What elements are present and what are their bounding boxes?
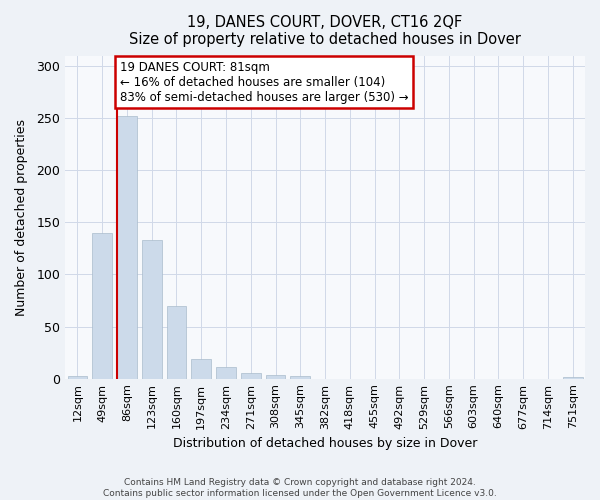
Text: Contains HM Land Registry data © Crown copyright and database right 2024.
Contai: Contains HM Land Registry data © Crown c… xyxy=(103,478,497,498)
Bar xyxy=(266,374,286,378)
Bar xyxy=(92,232,112,378)
Bar xyxy=(117,116,137,378)
Bar xyxy=(241,374,260,378)
Bar xyxy=(142,240,161,378)
Text: 19 DANES COURT: 81sqm
← 16% of detached houses are smaller (104)
83% of semi-det: 19 DANES COURT: 81sqm ← 16% of detached … xyxy=(119,60,408,104)
Bar xyxy=(167,306,187,378)
Bar xyxy=(191,359,211,378)
Bar xyxy=(563,376,583,378)
Title: 19, DANES COURT, DOVER, CT16 2QF
Size of property relative to detached houses in: 19, DANES COURT, DOVER, CT16 2QF Size of… xyxy=(129,15,521,48)
Bar xyxy=(216,367,236,378)
X-axis label: Distribution of detached houses by size in Dover: Distribution of detached houses by size … xyxy=(173,437,477,450)
Y-axis label: Number of detached properties: Number of detached properties xyxy=(15,118,28,316)
Bar xyxy=(68,376,88,378)
Bar xyxy=(290,376,310,378)
